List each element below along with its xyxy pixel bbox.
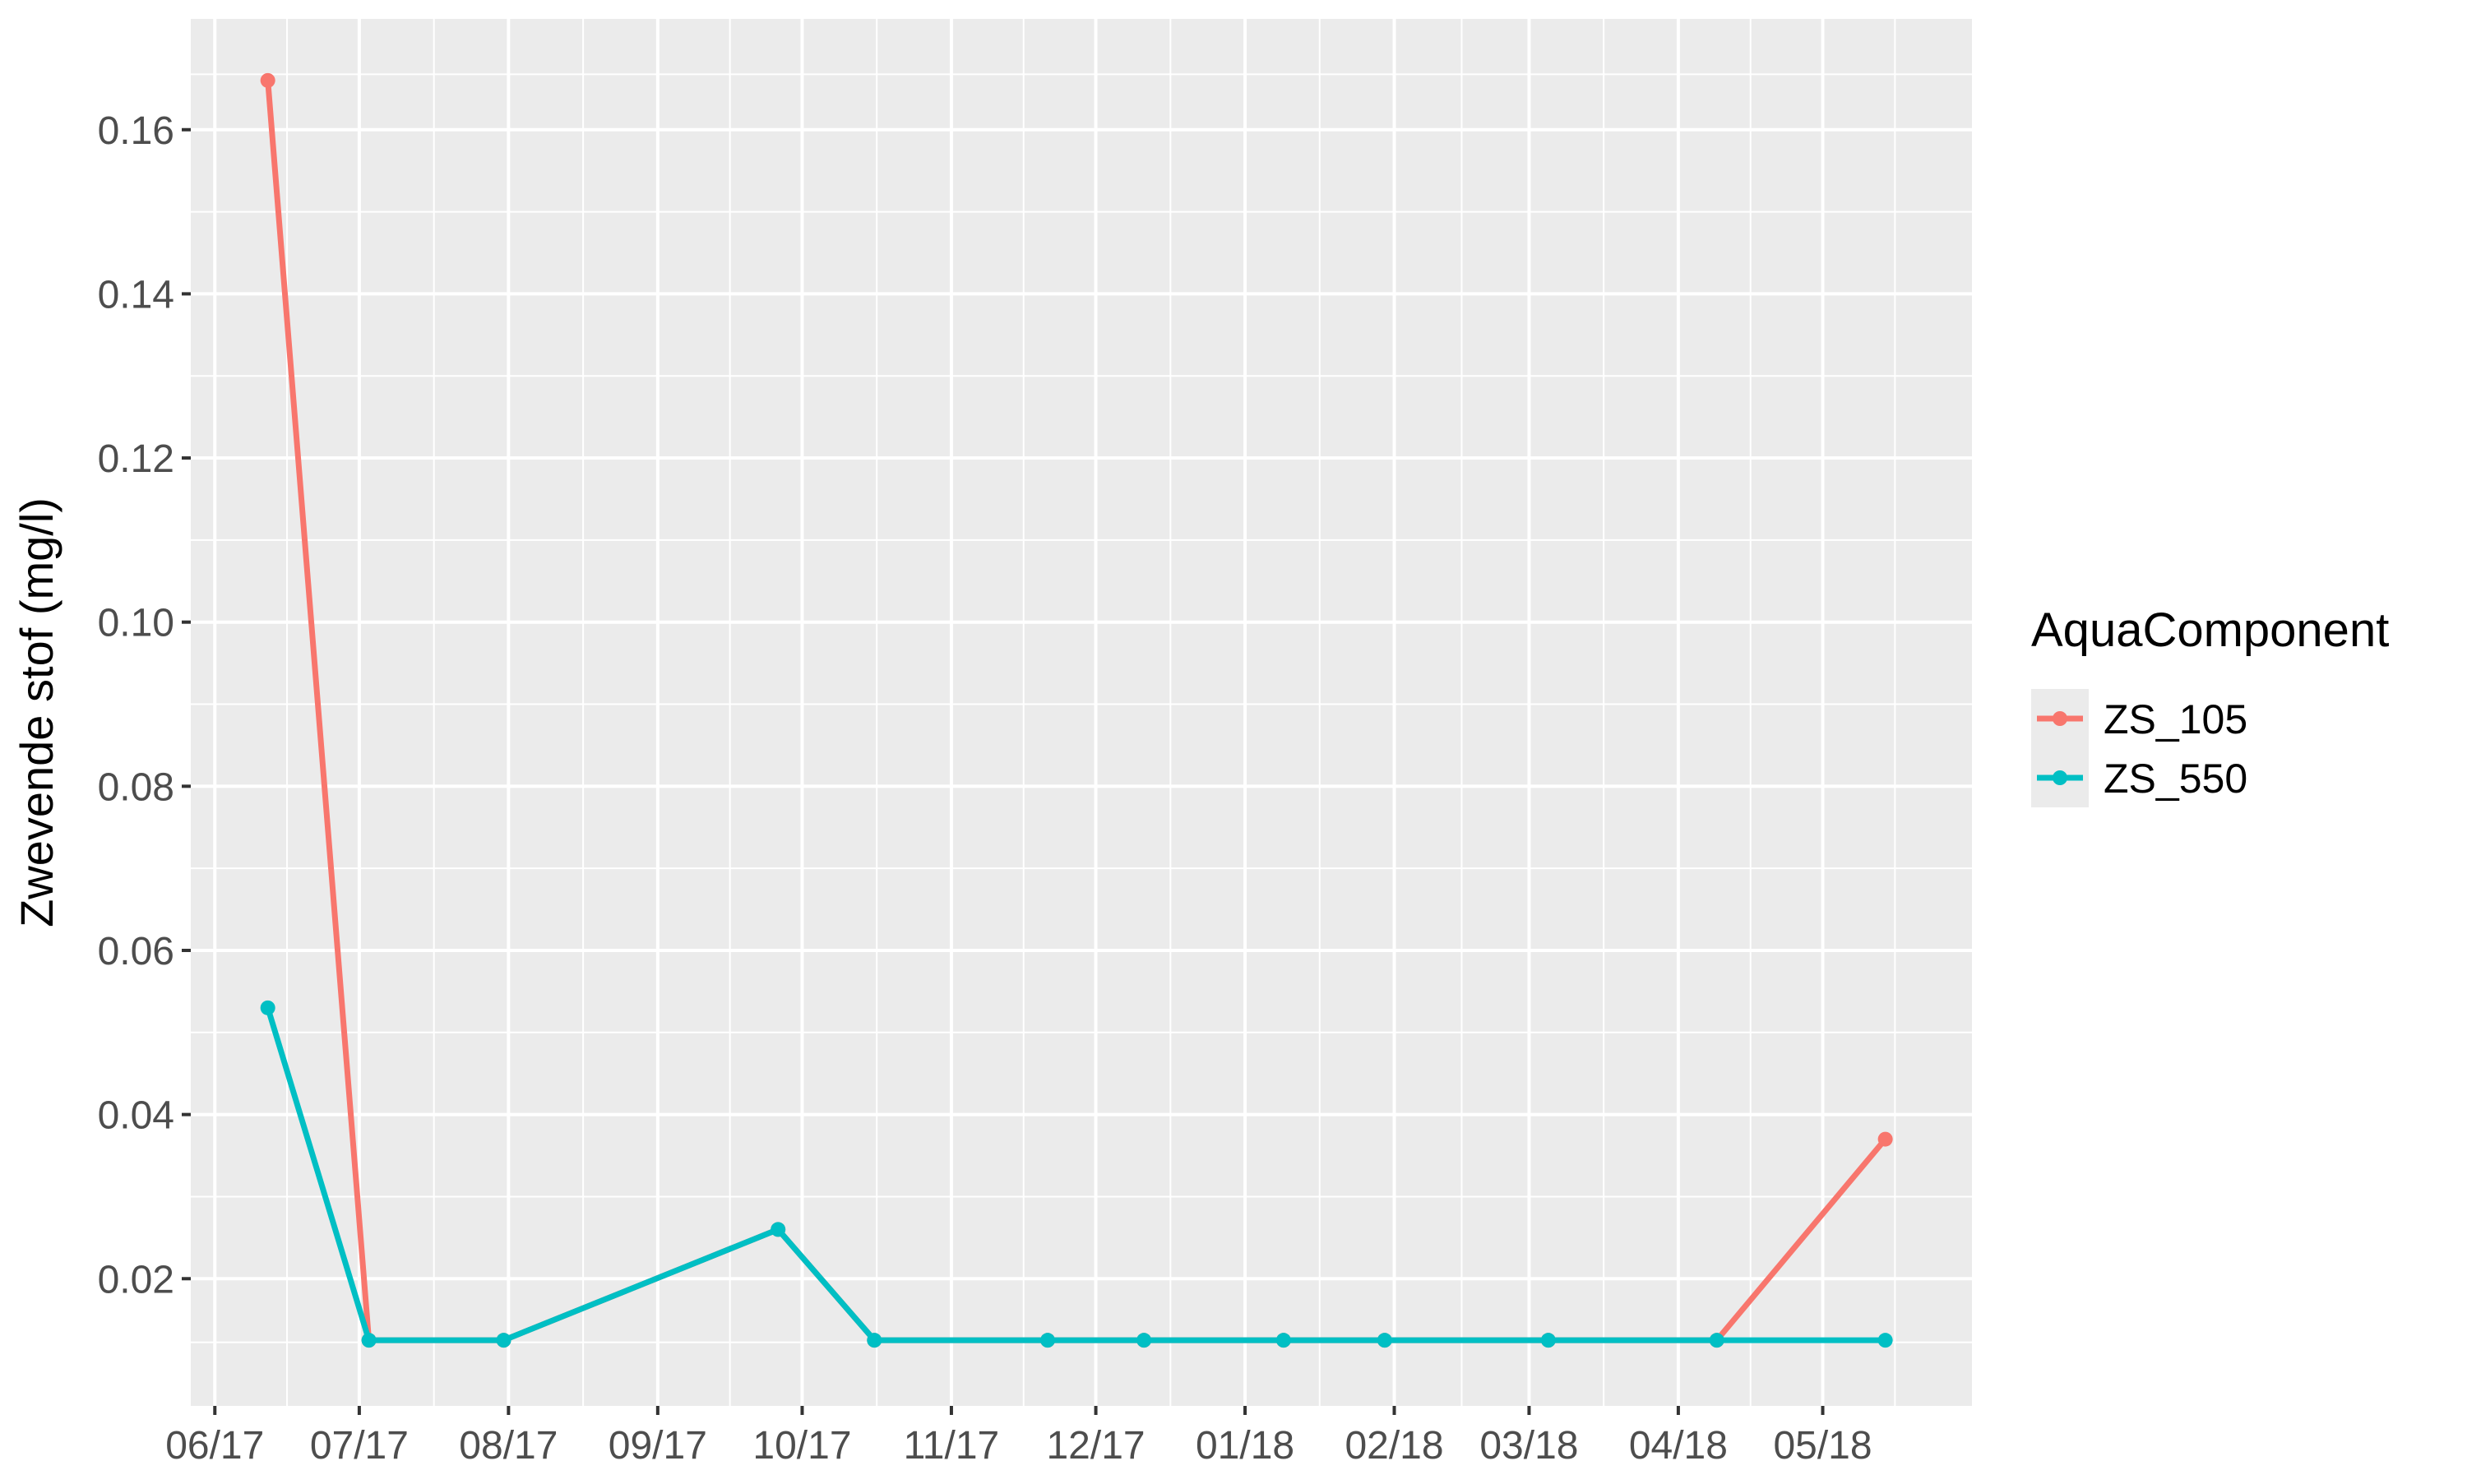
series-ZS_550	[260, 1000, 1893, 1348]
legend-key-point	[2053, 711, 2067, 726]
series-line	[265, 1006, 1886, 1343]
legend-item-ZS_550: ZS_550	[2031, 748, 2247, 807]
x-tick-label: 10/17	[752, 1424, 851, 1468]
x-tick-label: 04/18	[1629, 1424, 1728, 1468]
y-tick-label: 0.06	[98, 930, 174, 973]
y-tick-label: 0.02	[98, 1258, 174, 1301]
y-tick-label: 0.10	[98, 602, 174, 645]
minor-gridlines	[191, 19, 1972, 1406]
data-point	[1540, 1333, 1556, 1348]
legend-label: ZS_550	[2104, 756, 2247, 802]
data-point	[1040, 1333, 1056, 1348]
data-point	[260, 72, 275, 88]
x-tick-label: 12/17	[1046, 1424, 1145, 1468]
plot-panel	[191, 19, 1972, 1406]
legend-key-point	[2053, 770, 2067, 785]
x-tick-label: 05/18	[1773, 1424, 1872, 1468]
x-tick-label: 11/17	[904, 1424, 1000, 1468]
y-tick-labels: 0.02 0.04 0.06 0.08 0.10 0.12 0.14 0.16	[98, 109, 174, 1302]
data-point	[496, 1333, 511, 1348]
x-tick-label: 02/18	[1345, 1424, 1443, 1468]
x-tick-label: 03/18	[1479, 1424, 1578, 1468]
data-point	[1136, 1333, 1152, 1348]
y-tick-label: 0.14	[98, 273, 174, 317]
legend-items: ZS_105 ZS_550	[2031, 689, 2247, 807]
x-tick-labels: 06/17 07/17 08/17 09/17 10/17 11/17 12/17 01/18…	[165, 1424, 1872, 1468]
data-point	[867, 1333, 882, 1348]
y-tick-label: 0.12	[98, 437, 174, 481]
legend-item-ZS_105: ZS_105	[2031, 689, 2247, 748]
x-tick-label: 07/17	[310, 1424, 409, 1468]
legend-label: ZS_105	[2104, 696, 2247, 742]
y-tick-label: 0.16	[98, 109, 174, 153]
axis-ticks	[182, 127, 1825, 1415]
x-tick-label: 06/17	[165, 1424, 264, 1468]
data-point	[771, 1222, 786, 1237]
data-point	[1877, 1131, 1893, 1147]
legend-title: AquaComponent	[2031, 603, 2389, 657]
major-gridlines	[191, 19, 1972, 1406]
series-layer	[260, 72, 1893, 1348]
data-point	[361, 1333, 377, 1348]
data-point	[1877, 1333, 1893, 1348]
y-axis-title: Zwevende stof (mg/l)	[11, 497, 62, 927]
legend: AquaComponent ZS_105 ZS_550	[2031, 603, 2389, 807]
data-point	[1275, 1333, 1291, 1348]
x-tick-label: 01/18	[1196, 1424, 1294, 1468]
y-tick-label: 0.04	[98, 1094, 174, 1138]
x-tick-label: 09/17	[609, 1424, 707, 1468]
data-point	[1377, 1333, 1392, 1348]
y-tick-label: 0.08	[98, 765, 174, 809]
data-point	[260, 1000, 275, 1015]
data-point	[1709, 1333, 1724, 1348]
x-tick-label: 08/17	[459, 1424, 558, 1468]
